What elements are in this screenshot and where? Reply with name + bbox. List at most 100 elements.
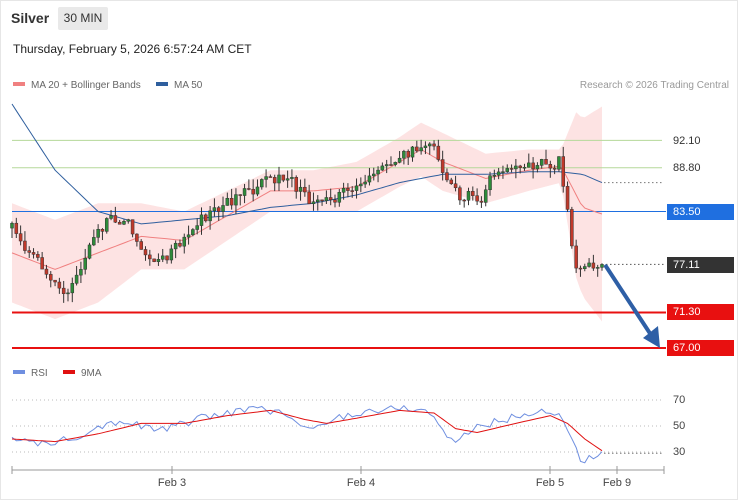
candle-body	[10, 222, 14, 229]
candle-body	[423, 145, 428, 148]
candle-body	[346, 188, 350, 191]
rsi-9ma-line	[11, 409, 603, 452]
candle-body	[509, 168, 514, 170]
ma9-swatch	[63, 370, 75, 375]
candle-body	[544, 159, 548, 165]
rsi-line	[11, 404, 603, 464]
candle-body	[173, 242, 178, 250]
candle-body	[169, 248, 174, 261]
candle-body	[406, 150, 410, 158]
candle-body	[281, 174, 286, 181]
candle-body	[548, 164, 553, 169]
candle-body	[505, 168, 510, 172]
candle-body	[199, 214, 204, 226]
forecast-arrow-head	[643, 326, 660, 348]
candle-body	[165, 255, 169, 261]
candle-body	[324, 197, 329, 201]
candle-body	[53, 279, 57, 283]
x-label-feb3: Feb 3	[157, 477, 187, 489]
candle-body	[234, 194, 238, 206]
candle-body	[561, 156, 565, 187]
candle-body	[195, 225, 199, 230]
candle-body	[66, 292, 70, 295]
candle-body	[260, 179, 264, 188]
rsi-tick-70: 70	[673, 394, 686, 406]
candle-body	[449, 179, 454, 184]
candle-body	[130, 219, 135, 235]
candle-body	[139, 241, 143, 250]
candle-body	[311, 201, 316, 205]
legend-rsi: RSI	[13, 368, 48, 379]
candle-body	[436, 145, 441, 160]
rsi-panel	[11, 399, 665, 474]
candle-body	[466, 191, 471, 201]
candle-body	[410, 146, 415, 158]
candle-body	[31, 252, 36, 255]
level-label-last: 77.11	[667, 257, 734, 273]
candle-body	[143, 249, 148, 256]
candle-body	[57, 281, 62, 289]
x-label-feb9: Feb 9	[602, 477, 632, 489]
candle-body	[367, 175, 372, 183]
candle-body	[432, 143, 436, 147]
candle-body	[595, 267, 600, 269]
candle-body	[591, 262, 596, 269]
candle-body	[402, 150, 406, 159]
timestamp: Thursday, February 5, 2026 6:57:24 AM CE…	[13, 42, 252, 56]
bollinger-band	[12, 106, 602, 322]
candle-body	[96, 229, 100, 238]
candle-body	[44, 268, 49, 275]
candle-body	[393, 162, 398, 165]
candle-body	[518, 165, 522, 168]
candle-body	[117, 221, 122, 225]
candle-body	[389, 164, 393, 166]
legend-ma20-label: MA 20 + Bollinger Bands	[31, 80, 141, 91]
legend-rsi-label: RSI	[31, 368, 48, 379]
candle-body	[531, 162, 535, 170]
candle-body	[221, 205, 225, 212]
candle-body	[483, 189, 488, 203]
candle-body	[186, 234, 191, 238]
candle-body	[363, 181, 367, 185]
candle-body	[303, 186, 307, 193]
candle-body	[341, 188, 346, 193]
candle-body	[272, 177, 277, 184]
candle-body	[238, 194, 242, 196]
candle-body	[23, 240, 27, 251]
candle-body	[148, 254, 152, 260]
moving-averages	[11, 103, 603, 270]
candle-body	[328, 197, 333, 201]
candle-body	[74, 274, 79, 284]
candle-body	[462, 199, 466, 202]
candle-body	[277, 174, 281, 184]
candle-body	[290, 177, 294, 179]
candle-body	[225, 198, 230, 206]
candle-body	[578, 267, 583, 270]
candle-body	[320, 199, 324, 202]
candle-body	[492, 174, 497, 177]
period-button[interactable]: 30 MIN	[58, 7, 108, 30]
candle-body	[242, 188, 247, 196]
toolbar: Silver 30 MIN	[0, 0, 736, 36]
rsi-tick-30: 30	[673, 446, 686, 458]
candle-body	[583, 266, 587, 269]
candle-body	[440, 159, 445, 173]
rsi-tick-50: 50	[673, 420, 686, 432]
x-label-feb5: Feb 5	[535, 477, 565, 489]
candle-body	[212, 207, 217, 212]
candle-body	[204, 214, 208, 222]
candle-body	[182, 236, 187, 247]
candle-body	[453, 183, 458, 189]
forecast-arrow	[604, 264, 660, 348]
candle-body	[574, 245, 578, 269]
candle-body	[294, 177, 298, 192]
candle-body	[354, 185, 359, 191]
candlesticks	[10, 139, 604, 303]
candle-body	[135, 233, 139, 242]
legend-ma20: MA 20 + Bollinger Bands	[13, 80, 141, 91]
candle-body	[122, 221, 126, 225]
legend-9ma: 9MA	[63, 368, 102, 379]
candle-body	[61, 287, 66, 294]
candle-body	[14, 222, 19, 234]
candle-body	[419, 147, 423, 152]
